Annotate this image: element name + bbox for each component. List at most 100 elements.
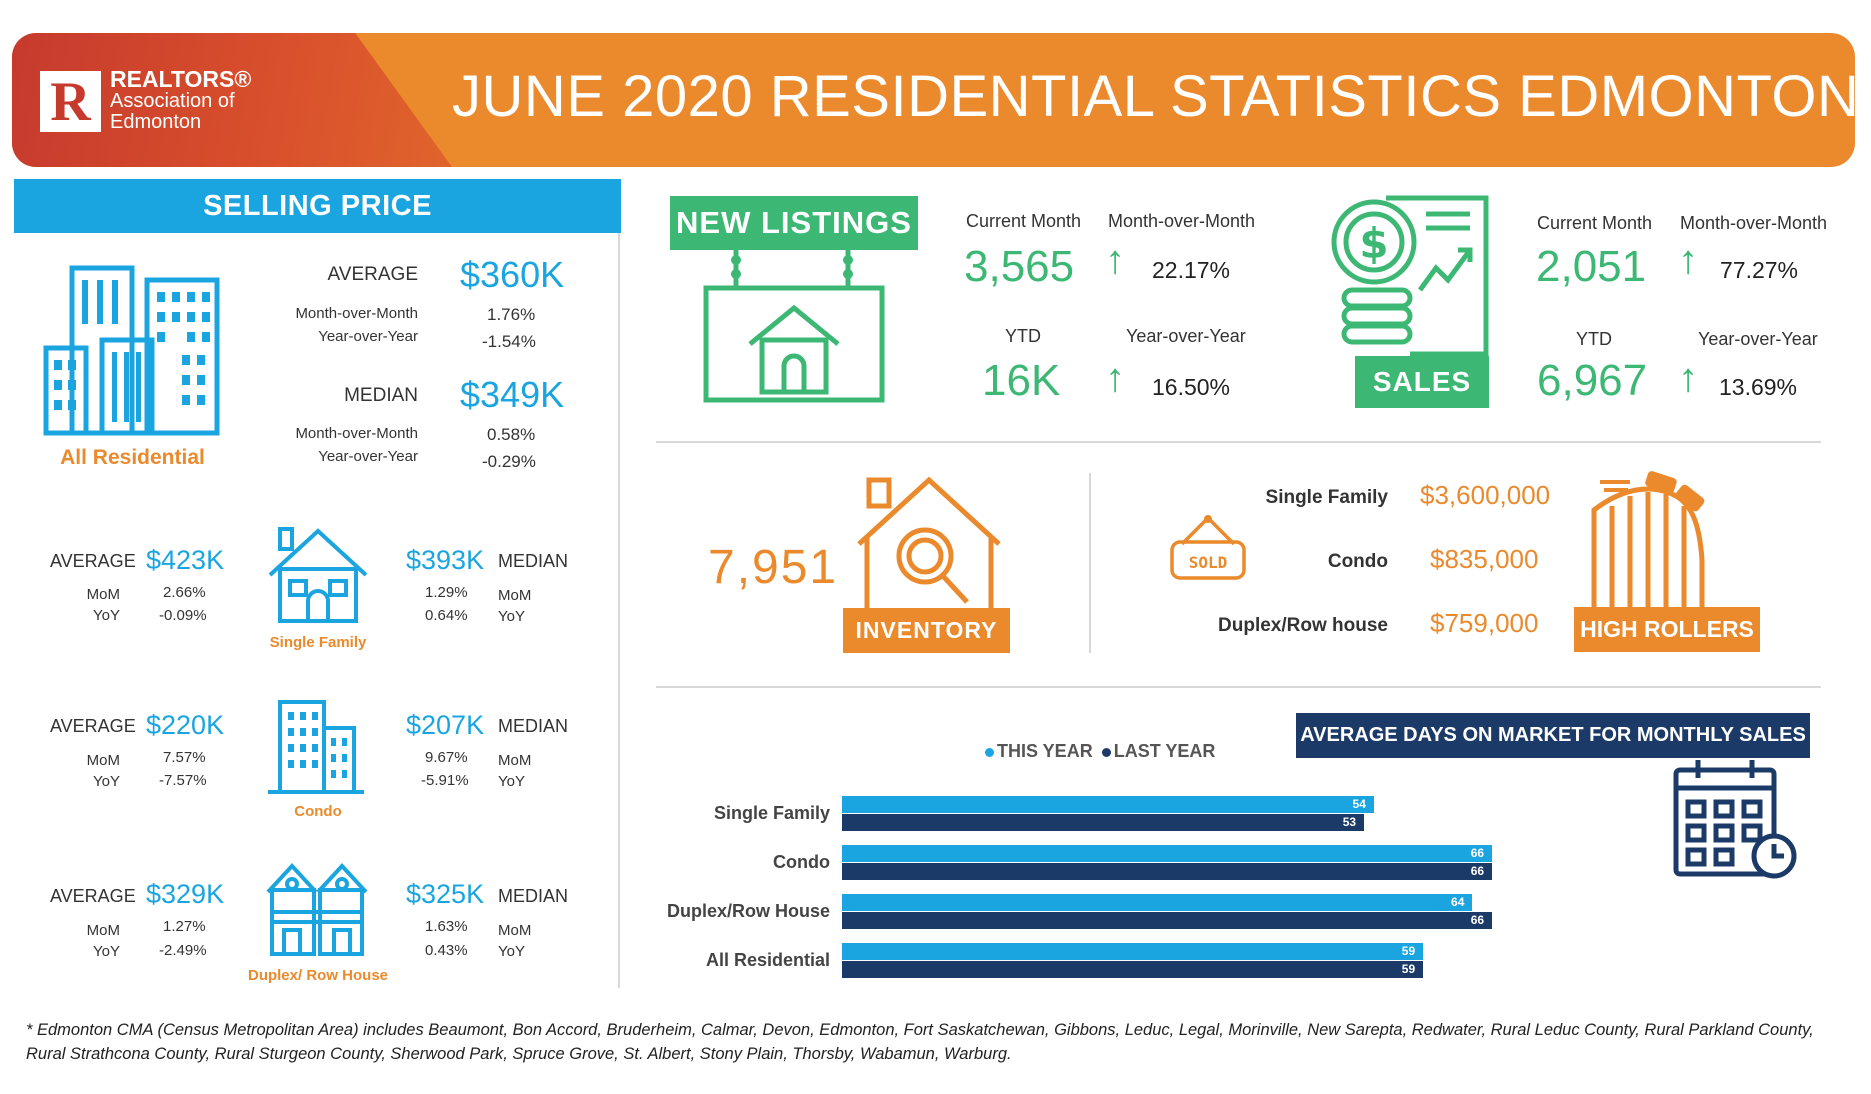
sales-yoy-up-arrow-icon: ↑ [1678,356,1698,400]
all-med-yoy-label: Year-over-Year [318,448,418,465]
sf-average-value: $423K [146,545,225,575]
nl-yoy-up-arrow-icon: ↑ [1105,356,1125,400]
duplex-med-mom: 1.63% [425,918,468,935]
bar-value-label: 66 [1470,846,1485,860]
bar-value-label: 59 [1401,944,1416,958]
sales-current-value: 2,051 [1536,242,1647,291]
logo-line-1: REALTORS® [110,66,252,92]
condo-median-value: $207K [406,710,485,740]
condo-mom-label: MoM [86,752,120,769]
nl-yoy-label: Year-over-Year [1126,326,1246,346]
duplex-median-value: $325K [406,879,485,909]
duplex-mom-label: MoM [86,922,120,939]
sales-current-label: Current Month [1537,213,1653,233]
logo-line-3: Edmonton [110,111,202,134]
sf-med-mom: 1.29% [425,584,468,601]
selling-price-divider [618,233,620,988]
high-rollers-sign: HIGH ROLLERS [1574,607,1760,652]
realtors-logo: R [40,71,101,132]
hr-condo-value: $835,000 [1430,544,1539,574]
calendar-clock-icon [1673,760,1797,879]
divider-vertical [1089,473,1091,653]
all-med-mom: 0.58% [487,425,536,444]
roller-coaster-icon [1591,471,1705,608]
single-family-house-icon [268,527,368,623]
condo-average-label: AVERAGE [50,716,136,736]
condo-average-value: $220K [146,710,225,740]
days-on-market-heading: AVERAGE DAYS ON MARKET FOR MONTHLY SALES [1296,713,1810,758]
sold-tag-text: SOLD [1188,553,1228,572]
svg-text:$: $ [1359,219,1388,268]
legend-last-year-label: LAST YEAR [1113,741,1216,761]
all-med-yoy: -0.29% [482,452,536,471]
all-median-value: $349K [460,374,565,415]
sf-mom-label: MoM [86,586,120,603]
duplex-label: Duplex/ Row House [247,967,389,984]
bar-last-year: 66 [842,863,1493,880]
duplex-median-label: MEDIAN [498,886,569,906]
all-avg-yoy-label: Year-over-Year [318,328,418,345]
hr-single-family-label: Single Family [1265,487,1388,508]
legend-last-year-swatch [1101,747,1111,757]
sf-median-label: MEDIAN [498,551,569,571]
nl-mom-label: Month-over-Month [1108,211,1256,231]
sf-label: Single Family [269,634,367,651]
bar-this-year: 66 [842,845,1493,862]
hr-single-family-value: $3,600,000 [1420,480,1551,510]
footnote: * Edmonton CMA (Census Metropolitan Area… [26,1021,1814,1063]
sold-tag-icon [1170,515,1246,580]
bar-value-label: 53 [1342,815,1357,829]
nl-yoy-value: 16.50% [1152,374,1231,400]
sf-med-yoy-label: YoY [498,608,525,625]
sales-mom-label: Month-over-Month [1680,213,1828,233]
sf-average-label: AVERAGE [50,551,136,571]
condo-median-label: MEDIAN [498,716,569,736]
inventory-house-magnifier-icon [857,476,1001,610]
sales-yoy-value: 13.69% [1719,374,1798,400]
condo-avg-yoy: -7.57% [159,772,207,789]
bar-last-year: 66 [842,912,1493,929]
logo-text: REALTORS® Association of Edmonton [110,67,251,133]
nl-ytd-label: YTD [1005,326,1041,346]
bar-value-label: 54 [1352,797,1366,811]
hr-duplex-value: $759,000 [1430,608,1539,638]
sf-yoy-label: YoY [93,607,120,624]
all-average-value: $360K [460,254,565,295]
inventory-sign: INVENTORY [843,608,1010,653]
condo-med-yoy-label: YoY [498,773,525,790]
condo-label: Condo [294,803,342,820]
condo-avg-mom: 7.57% [163,749,206,766]
header-banner: R REALTORS® Association of Edmonton JUNE… [12,33,1855,167]
all-avg-mom: 1.76% [487,305,536,324]
condo-building-icon [268,700,364,794]
bar-this-year: 54 [842,796,1374,813]
condo-yoy-label: YoY [93,773,120,790]
all-residential-label: All Residential [60,446,205,469]
duplex-med-yoy: 0.43% [425,942,468,959]
legend-this-year-swatch [985,747,994,757]
all-avg-yoy: -1.54% [482,332,536,351]
logo-letter: R [50,70,91,133]
duplex-average-value: $329K [146,879,225,909]
sales-yoy-label: Year-over-Year [1698,329,1818,349]
bar-value-label: 59 [1401,962,1416,976]
all-med-mom-label: Month-over-Month [295,425,418,442]
divider-middle [656,686,1821,688]
buildings-icon [43,265,220,436]
duplex-avg-mom: 1.27% [163,918,206,935]
page-title: JUNE 2020 RESIDENTIAL STATISTICS EDMONTO… [452,64,1855,129]
duplex-med-mom-label: MoM [498,922,532,939]
bar-value-label: 66 [1470,864,1485,878]
bar-last-year: 59 [842,961,1424,978]
bar-value-label: 66 [1470,913,1485,927]
sf-med-yoy: 0.64% [425,607,468,624]
condo-med-yoy: -5.91% [421,772,469,789]
bar-this-year: 64 [842,894,1473,911]
nl-mom-value: 22.17% [1152,257,1231,283]
hr-duplex-label: Duplex/Row house [1218,615,1388,636]
sales-sign: SALES [1355,356,1489,408]
duplex-yoy-label: YoY [93,943,120,960]
duplex-med-yoy-label: YoY [498,943,525,960]
new-listings-sign: NEW LISTINGS [670,196,918,250]
duplex-house-icon [266,863,368,956]
